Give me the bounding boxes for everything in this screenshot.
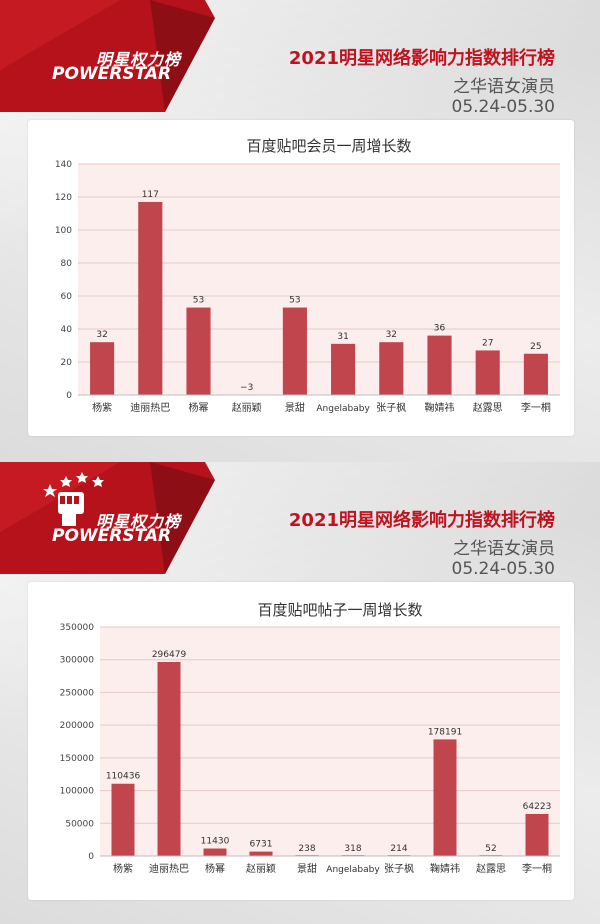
category-label: 杨紫 (113, 862, 133, 875)
bar (186, 307, 211, 395)
value-label: 296479 (152, 650, 187, 660)
value-label: 11430 (201, 837, 230, 847)
value-label: 214 (390, 844, 407, 854)
logo-english-text: POWERSTAR (52, 64, 172, 84)
ranking-panel-posts: 明星权力榜 POWERSTAR 2021明星网络影响力指数排行榜 之华语女演员 … (0, 462, 600, 924)
header-title: 2021明星网络影响力指数排行榜 (288, 510, 555, 531)
value-label: 31 (337, 332, 348, 342)
bar (249, 851, 273, 856)
header-date-range: 05.24-05.30 (451, 97, 555, 117)
category-label: Angelababy (326, 865, 380, 875)
category-label: 杨幂 (189, 401, 209, 414)
bar-chart-posts: 百度贴吧帖子一周增长数 0 50000 100000 150000 200000 25000… (60, 601, 560, 875)
fist-icon (58, 492, 84, 526)
value-label: −3 (240, 383, 253, 393)
bar (111, 783, 135, 856)
category-label: 杨紫 (92, 401, 112, 414)
category-label: 鞠婧祎 (425, 401, 455, 414)
bar (203, 848, 227, 856)
header-title: 2021明星网络影响力指数排行榜 (288, 48, 555, 69)
y-tick-label: 0 (66, 391, 72, 401)
panel-header: 2021明星网络影响力指数排行榜 之华语女演员 05.24-05.30 (289, 44, 555, 117)
y-tick-label: 200000 (60, 721, 95, 731)
category-label: 李一桐 (522, 862, 552, 875)
y-tick-label: 100 (55, 226, 72, 236)
category-label: 迪丽热巴 (130, 401, 170, 414)
value-label: 117 (142, 190, 159, 200)
bar (525, 813, 549, 856)
bar (433, 739, 457, 856)
category-label: 迪丽热巴 (149, 862, 189, 875)
header-subtitle: 之华语女演员 (453, 77, 555, 97)
value-label: 110436 (106, 772, 141, 782)
logo-english-text: POWERSTAR (52, 526, 172, 546)
y-tick-label: 100000 (60, 787, 95, 797)
y-tick-label: 300000 (60, 656, 95, 666)
y-tick-label: 20 (61, 358, 73, 368)
category-label: 赵露思 (473, 401, 503, 414)
y-tick-label: 150000 (60, 754, 95, 764)
category-label: 鞠婧祎 (430, 862, 460, 875)
ranking-panel-members: 明星权力榜 POWERSTAR 2021明星网络影响力指数排行榜 之华语女演员 … (0, 0, 600, 462)
category-label: 杨幂 (205, 862, 225, 875)
category-label: 景甜 (285, 401, 305, 414)
y-tick-label: 120 (55, 193, 72, 203)
header-date-range: 05.24-05.30 (451, 559, 555, 579)
chart-card-posts: 百度贴吧帖子一周增长数 0 50000 100000 150000 200000 25000… (28, 582, 574, 900)
value-label: 64223 (523, 802, 552, 812)
y-tick-label: 60 (61, 292, 73, 302)
category-label: 李一桐 (521, 401, 551, 414)
bar-chart-members: 百度贴吧会员一周增长数 0 20 40 60 80 100 120 140 32 杨紫 117 迪丽热巴… (55, 137, 560, 414)
value-label: 25 (530, 342, 541, 352)
star-icons (43, 472, 104, 497)
logo-chinese-text: 明星权力榜 (96, 512, 182, 531)
value-label: 32 (386, 330, 397, 340)
header-subtitle: 之华语女演员 (453, 539, 555, 559)
y-tick-label: 350000 (60, 623, 95, 633)
y-tick-label: 50000 (65, 819, 94, 829)
bar (475, 350, 500, 395)
value-label: 6731 (250, 840, 273, 850)
value-label: 238 (298, 844, 315, 854)
y-tick-label: 0 (88, 852, 94, 862)
bar (427, 335, 452, 395)
y-tick-label: 140 (55, 160, 72, 170)
chart-card-members: 百度贴吧会员一周增长数 0 20 40 60 80 100 120 140 32 杨紫 117 迪丽热巴… (28, 120, 574, 436)
value-label: 53 (289, 296, 300, 306)
category-label: 张子枫 (384, 862, 414, 875)
bar (331, 343, 356, 395)
bar (282, 307, 307, 395)
y-tick-label: 250000 (60, 688, 95, 698)
value-label: 53 (193, 296, 204, 306)
value-label: 52 (485, 844, 496, 854)
bar (523, 353, 548, 395)
chart-title: 百度贴吧帖子一周增长数 (257, 601, 422, 619)
bar (138, 201, 163, 395)
bar (157, 662, 181, 856)
value-label: 178191 (428, 727, 462, 737)
panel-header: 2021明星网络影响力指数排行榜 之华语女演员 05.24-05.30 (289, 506, 555, 579)
bar (379, 342, 404, 395)
y-tick-label: 80 (61, 259, 73, 269)
logo-chinese-text: 明星权力榜 (96, 50, 182, 69)
value-label: 36 (434, 324, 446, 334)
value-label: 32 (96, 330, 107, 340)
category-label: 赵丽颖 (232, 401, 262, 414)
bar (90, 342, 115, 395)
category-label: 赵丽颖 (246, 862, 276, 875)
powerstar-logo-banner (0, 0, 215, 112)
value-label: 318 (344, 844, 361, 854)
category-label: 张子枫 (376, 401, 406, 414)
category-label: 赵露思 (476, 862, 506, 875)
category-label: 景甜 (297, 862, 317, 875)
powerstar-logo-banner (0, 462, 215, 574)
chart-title: 百度贴吧会员一周增长数 (246, 137, 411, 155)
value-label: 27 (482, 338, 493, 348)
category-label: Angelababy (316, 404, 370, 414)
y-tick-label: 40 (61, 325, 73, 335)
